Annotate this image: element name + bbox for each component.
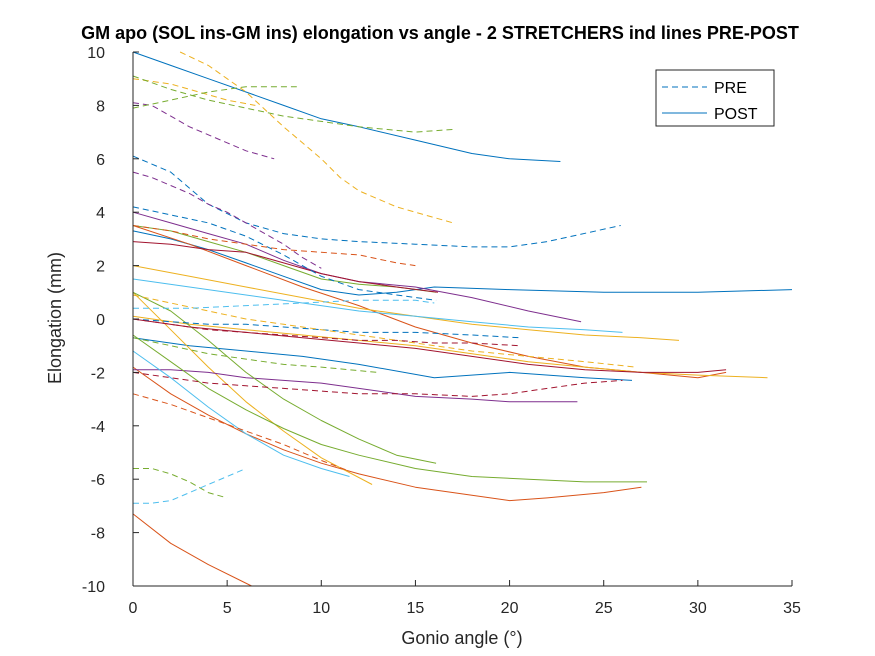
x-tick-label: 20: [501, 600, 519, 617]
pre-series-line-34: [132, 371, 623, 397]
y-tick-label: 2: [96, 259, 105, 276]
y-tick-label: 10: [87, 45, 105, 62]
plot-area: 0 5 10 15 20 25 30 35 -10 -8 -6 -4 -2 0 2 4 6 8 10: [82, 45, 801, 617]
series-group: [132, 51, 793, 587]
post-series-line-11: [132, 225, 437, 293]
post-series-line-5: [132, 513, 252, 587]
y-tick-label: -2: [91, 365, 105, 382]
legend: PRE POST: [655, 69, 775, 127]
pre-series-line-27: [132, 171, 322, 269]
pre-series-line-21: [132, 225, 416, 267]
y-tick-label: -4: [91, 419, 105, 436]
legend-box: [655, 69, 775, 127]
post-series-line-15: [132, 350, 350, 477]
post-series-line-17: [132, 241, 439, 293]
pre-series-line-20: [132, 318, 520, 339]
y-tick-label: -6: [91, 472, 105, 489]
y-tick-label: 4: [96, 205, 105, 222]
post-series-line-12: [132, 334, 647, 483]
y-tick-label: 6: [96, 152, 105, 169]
axes-background: [133, 52, 792, 586]
pre-series-line-19: [132, 206, 437, 301]
pre-series-line-31: [132, 337, 378, 373]
post-series-line-8: [132, 291, 373, 485]
pre-series-line-33: [133, 299, 435, 309]
pre-series-line-23: [179, 51, 454, 224]
legend-pre-label: PRE: [714, 80, 747, 97]
pre-series-line-29: [132, 75, 454, 133]
y-tick-label: -10: [82, 579, 105, 596]
pre-series-line-25: [132, 294, 636, 368]
y-tick-label: 0: [96, 312, 105, 329]
pre-series-line-26: [132, 102, 275, 160]
post-series-line-13: [132, 291, 437, 464]
x-tick-label: 5: [223, 600, 232, 617]
x-tick-label: 30: [689, 600, 707, 617]
x-tick-label: 25: [595, 600, 613, 617]
y-axis-label: Elongation (mm): [45, 252, 65, 384]
pre-series-line-30: [133, 468, 228, 499]
pre-series-line-18: [132, 155, 621, 248]
pre-series-line-35: [132, 318, 520, 347]
x-axis-label: Gonio angle (°): [401, 628, 522, 648]
y-tick-label: -8: [91, 526, 105, 543]
chart-title: GM apo (SOL ins-GM ins) elongation vs an…: [81, 23, 799, 43]
post-series-line-2: [132, 337, 633, 381]
x-tick-label: 10: [312, 600, 330, 617]
post-series-line-4: [132, 366, 642, 502]
x-tick-label: 15: [407, 600, 425, 617]
post-series-line-0: [132, 51, 561, 162]
post-series-line-14: [132, 278, 623, 333]
x-axis-ticks: 0 5 10 15 20 25 30 35: [129, 580, 801, 617]
post-series-line-10: [133, 369, 578, 403]
y-axis-ticks: -10 -8 -6 -4 -2 0 2 4 6 8 10: [82, 45, 139, 596]
y-tick-label: 8: [96, 98, 105, 115]
x-tick-label: 0: [129, 600, 138, 617]
x-tick-label: 35: [783, 600, 801, 617]
pre-series-line-24: [132, 78, 256, 106]
legend-post-label: POST: [714, 106, 758, 123]
pre-series-line-28: [132, 86, 297, 109]
